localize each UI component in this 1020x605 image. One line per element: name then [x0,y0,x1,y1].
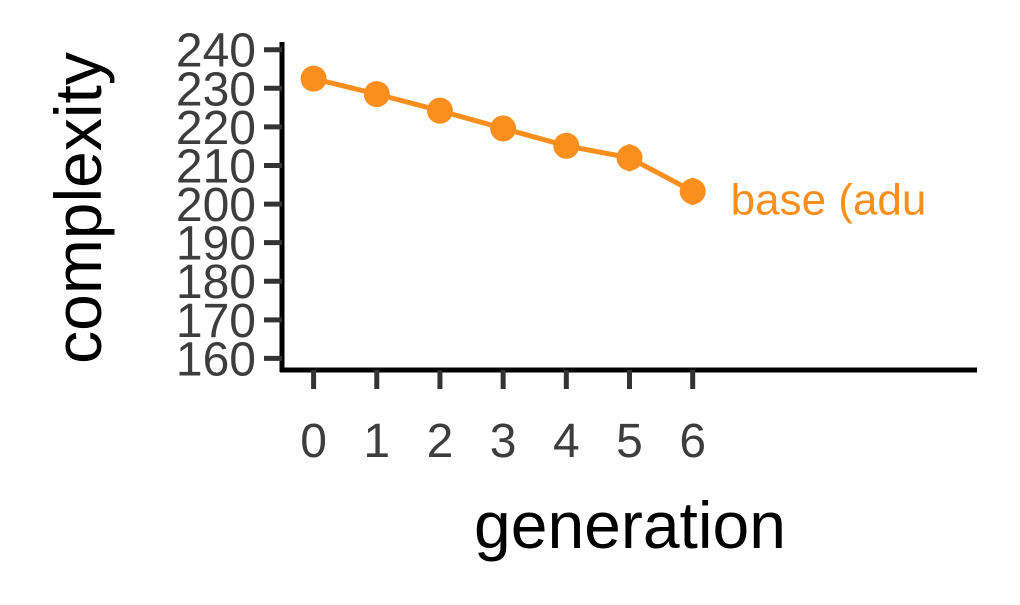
data-point [300,65,327,92]
y-tick-label: 200 [176,179,256,232]
data-point [679,178,706,205]
x-tick-label: 0 [300,415,327,468]
x-tick-label: 4 [553,415,580,468]
y-tick-label: 160 [176,333,256,386]
y-tick-label: 180 [176,256,256,309]
data-point [426,97,453,124]
series-label: base (adu [731,175,927,224]
data-point [363,81,390,108]
y-tick-label: 170 [176,295,256,348]
x-tick-label: 5 [616,415,643,468]
data-point [616,144,643,171]
y-tick-label: 240 [176,25,256,78]
x-tick-label: 6 [679,415,706,468]
data-point [490,115,517,142]
y-tick-label: 230 [176,63,256,116]
y-tick-label: 220 [176,102,256,155]
y-tick-label: 210 [176,140,256,193]
data-point [553,132,580,159]
x-tick-label: 3 [490,415,517,468]
x-axis-title: generation [474,488,786,562]
y-tick-label: 190 [176,218,256,271]
x-tick-label: 2 [427,415,454,468]
x-tick-label: 1 [363,415,390,468]
series-layer: base (adu [300,65,927,224]
y-axis-title: complexity [41,52,115,364]
